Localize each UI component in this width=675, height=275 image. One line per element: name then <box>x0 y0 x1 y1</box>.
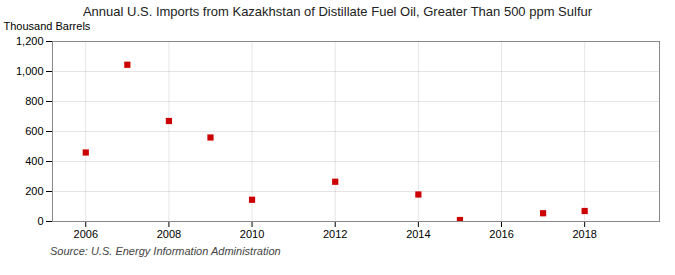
svg-text:2008: 2008 <box>157 228 181 240</box>
svg-text:Thousand Barrels: Thousand Barrels <box>4 20 91 32</box>
svg-text:400: 400 <box>25 155 43 167</box>
svg-text:1,000: 1,000 <box>16 65 44 77</box>
svg-text:600: 600 <box>25 125 43 137</box>
svg-text:2010: 2010 <box>240 228 264 240</box>
svg-text:2006: 2006 <box>74 228 98 240</box>
svg-text:2012: 2012 <box>323 228 347 240</box>
svg-text:800: 800 <box>25 95 43 107</box>
svg-text:200: 200 <box>25 185 43 197</box>
svg-text:2016: 2016 <box>489 228 513 240</box>
svg-text:0: 0 <box>37 215 43 227</box>
svg-text:2014: 2014 <box>406 228 430 240</box>
html-text:Source: U.S. Energy Informatio: Source: U.S. Energy Information Administ… <box>50 245 281 257</box>
svg-text:2018: 2018 <box>572 228 596 240</box>
svg-text:1,200: 1,200 <box>16 35 44 47</box>
html-text:Annual U.S. Imports from Kazak: Annual U.S. Imports from Kazakhstan of D… <box>82 4 593 19</box>
